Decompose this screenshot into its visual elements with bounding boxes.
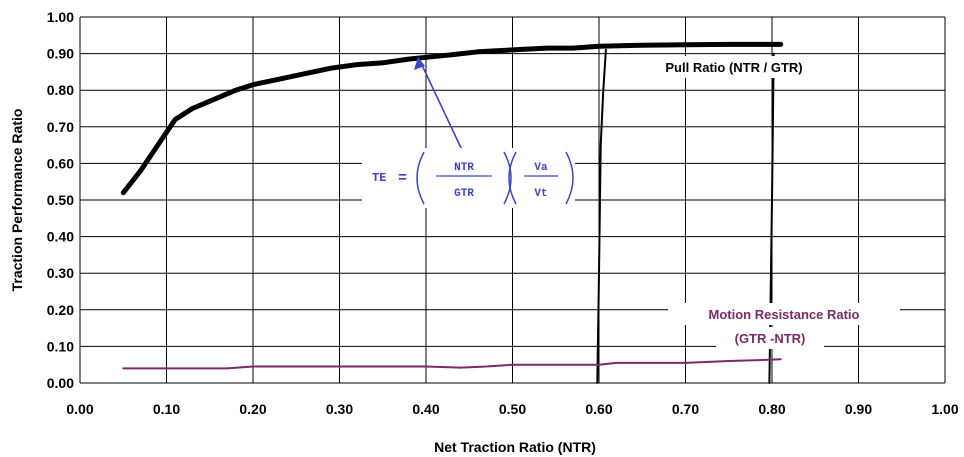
x-tick-label: 0.00 xyxy=(66,401,93,417)
x-axis-title: Net Traction Ratio (NTR) xyxy=(434,439,596,455)
y-tick-label: 0.00 xyxy=(47,375,74,391)
y-tick-label: 0.10 xyxy=(47,338,74,354)
pull-ratio-label: Pull Ratio (NTR / GTR) xyxy=(665,60,802,75)
formula-arrow-head xyxy=(414,57,425,70)
formula-num1: NTR xyxy=(454,162,474,174)
chart-series xyxy=(120,41,784,384)
x-tick-label: 0.10 xyxy=(153,401,180,417)
formula-right-paren-1 xyxy=(503,151,512,205)
te-formula: TE = NTR GTR Va Vt xyxy=(362,148,575,208)
formula-lhs: TE xyxy=(372,171,386,185)
x-tick-label: 0.80 xyxy=(758,401,785,417)
y-tick-label: 0.80 xyxy=(47,82,74,98)
y-tick-label: 0.40 xyxy=(47,229,74,245)
formula-box xyxy=(362,148,575,208)
y-tick-label: 0.30 xyxy=(47,265,74,281)
x-tick-label: 0.20 xyxy=(239,401,266,417)
x-tick-label: 0.90 xyxy=(845,401,872,417)
y-tick-label: 0.70 xyxy=(47,119,74,135)
formula-num2: Va xyxy=(534,162,548,174)
y-tick-label: 0.60 xyxy=(47,155,74,171)
formula-left-paren-1 xyxy=(416,151,425,205)
series-line-pull xyxy=(596,48,607,384)
motion-resistance-sublabel: (GTR -NTR) xyxy=(735,331,806,346)
mr-label-box-2 xyxy=(716,327,824,349)
x-tick-label: 0.30 xyxy=(326,401,353,417)
formula-equals: = xyxy=(398,170,407,187)
formula-left-paren-2 xyxy=(508,151,517,205)
mr-label-box xyxy=(668,303,900,325)
x-tick-label: 1.00 xyxy=(931,401,958,417)
y-tick-label: 0.50 xyxy=(47,192,74,208)
formula-arrow xyxy=(420,62,463,151)
chart-ticks: 0.00 0.10 0.20 0.30 0.40 0.50 0.60 0.70 0.80 0.90… xyxy=(47,9,959,417)
x-tick-label: 0.60 xyxy=(585,401,612,417)
pull-label-box xyxy=(622,56,846,78)
formula-den2: Vt xyxy=(534,188,547,200)
x-tick-label: 0.50 xyxy=(499,401,526,417)
x-tick-label: 0.70 xyxy=(672,401,699,417)
formula-den1: GTR xyxy=(454,188,474,200)
motion-resistance-label: Motion Resistance Ratio xyxy=(709,307,860,322)
series-line-mr xyxy=(122,358,782,370)
formula-right-paren-2 xyxy=(565,151,574,205)
y-tick-label: 0.20 xyxy=(47,302,74,318)
y-tick-label: 1.00 xyxy=(47,9,74,25)
x-tick-label: 0.40 xyxy=(412,401,439,417)
y-axis-title: Traction Performance Ratio xyxy=(9,109,25,292)
y-tick-label: 0.90 xyxy=(47,46,74,62)
series-line-te xyxy=(120,41,784,196)
